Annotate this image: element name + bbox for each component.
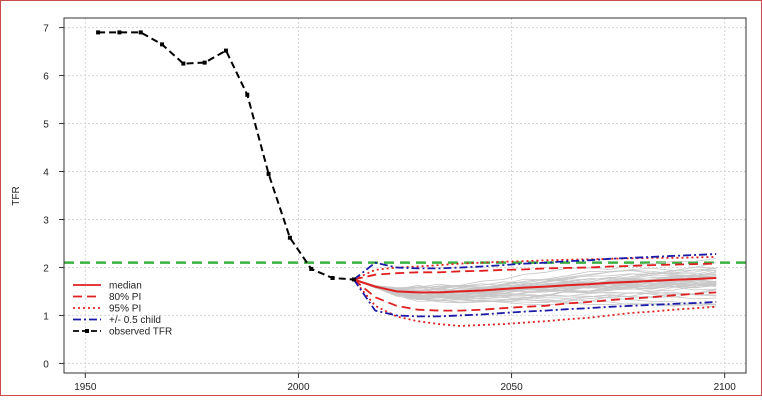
series-line-2 — [353, 278, 717, 312]
series-group — [353, 253, 717, 327]
trajectory-line — [353, 267, 717, 291]
y-axis-label: TFR — [11, 186, 22, 205]
observed-point — [245, 92, 250, 97]
series-line-6 — [353, 278, 717, 318]
observed-point — [287, 235, 292, 240]
observed-point — [266, 171, 271, 176]
trajectory-line — [353, 279, 717, 303]
plot-border — [63, 17, 747, 374]
observed-point — [223, 48, 228, 53]
observed-point — [351, 277, 356, 282]
trajectory-line — [353, 276, 717, 292]
trajectory-line — [353, 269, 717, 290]
grid — [64, 18, 746, 373]
y-tick-label: 1 — [43, 311, 49, 322]
x-tick-label: 2100 — [714, 382, 737, 393]
legend-swatch-point — [85, 329, 89, 333]
trajectory-line — [353, 279, 717, 302]
trajectories — [353, 258, 717, 308]
observed-point — [181, 61, 186, 66]
legend-label: median — [109, 281, 142, 292]
legend-label: +/- 0.5 child — [109, 315, 161, 326]
legend-label: 95% PI — [109, 304, 141, 315]
series-line-4 — [353, 278, 717, 327]
observed-point — [138, 30, 143, 35]
y-tick-label: 0 — [43, 359, 49, 370]
y-tick-label: 4 — [43, 168, 49, 179]
observed-point — [96, 30, 101, 35]
trajectory-line — [353, 279, 717, 296]
trajectory-line — [353, 279, 717, 306]
observed-point — [160, 42, 165, 47]
y-tick-label: 7 — [43, 24, 49, 35]
trajectory-line — [353, 279, 717, 294]
x-tick-label: 1950 — [74, 382, 97, 393]
y-tick-label: 5 — [43, 120, 49, 131]
x-tick-label: 2050 — [500, 382, 523, 393]
observed-group — [96, 30, 356, 282]
legend-label: 80% PI — [109, 292, 141, 303]
observed-point — [117, 30, 122, 35]
observed-point — [330, 276, 335, 281]
y-tick-label: 6 — [43, 72, 49, 83]
observed-point — [309, 266, 314, 271]
observed-line — [98, 31, 354, 281]
series-line-1 — [353, 262, 717, 281]
series-line-5 — [353, 253, 717, 281]
x-tick-label: 2000 — [287, 382, 310, 393]
axes: 1950 2000 2050 2100 0 1 2 3 4 5 6 7 — [43, 17, 747, 393]
trajectory-line — [353, 258, 717, 291]
y-tick-label: 3 — [43, 215, 49, 226]
series-line-0 — [353, 277, 717, 294]
observed-point — [202, 60, 207, 65]
y-tick-label: 2 — [43, 263, 49, 274]
legend-label: observed TFR — [109, 327, 172, 338]
trajectory-line — [353, 273, 717, 291]
